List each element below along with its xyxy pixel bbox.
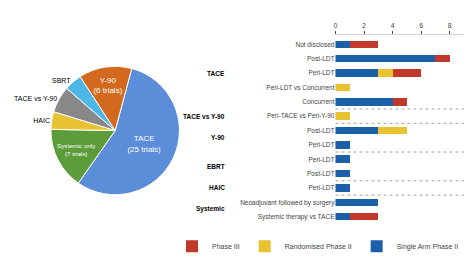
svg-text:Post-LDT: Post-LDT [307, 55, 334, 62]
svg-text:Concurrent: Concurrent [302, 98, 334, 105]
svg-text:Peri-LDT: Peri-LDT [308, 141, 334, 148]
svg-text:Post-LDT: Post-LDT [307, 127, 334, 134]
svg-text:TACE vs Y-90: TACE vs Y-90 [14, 95, 57, 102]
svg-text:SBRT: SBRT [52, 77, 71, 84]
svg-text:Randomised Phase II: Randomised Phase II [285, 243, 352, 250]
svg-text:Peri-LDT vs Concurrent: Peri-LDT vs Concurrent [266, 84, 334, 91]
svg-text:TACE vs Y-90: TACE vs Y-90 [183, 113, 225, 120]
svg-text:TACE(25 trials): TACE(25 trials) [127, 134, 161, 153]
svg-text:8: 8 [448, 22, 452, 29]
svg-text:Systemic only(7 trials): Systemic only(7 trials) [57, 142, 96, 157]
svg-text:Not disclosed: Not disclosed [295, 41, 334, 48]
svg-text:2: 2 [362, 22, 366, 29]
svg-text:4: 4 [391, 22, 395, 29]
svg-text:Y-90: Y-90 [211, 134, 225, 141]
svg-text:Post-LDT: Post-LDT [307, 170, 334, 177]
svg-text:HAIC: HAIC [209, 184, 225, 191]
svg-text:6: 6 [419, 22, 423, 29]
svg-text:Systemic: Systemic [196, 205, 225, 213]
svg-text:Peri-TACE vs Peri-Y-90: Peri-TACE vs Peri-Y-90 [267, 112, 335, 119]
svg-text:Systemic therapy vs TACE: Systemic therapy vs TACE [258, 213, 335, 221]
svg-text:Phase III: Phase III [212, 243, 240, 250]
svg-text:TACE: TACE [207, 70, 225, 77]
svg-text:Neoadjuvant followed by surger: Neoadjuvant followed by surgery [240, 199, 335, 207]
svg-text:Peri-LDT: Peri-LDT [308, 184, 334, 191]
svg-text:Peri-LDT: Peri-LDT [308, 69, 334, 76]
svg-text:Single Arm Phase II: Single Arm Phase II [397, 243, 459, 251]
svg-text:Y-90(6 trials): Y-90(6 trials) [93, 76, 122, 95]
svg-text:Peri-LDT: Peri-LDT [308, 155, 334, 162]
svg-text:0: 0 [334, 22, 338, 29]
svg-text:EBRT: EBRT [207, 163, 225, 170]
svg-text:HAIC: HAIC [33, 117, 50, 124]
